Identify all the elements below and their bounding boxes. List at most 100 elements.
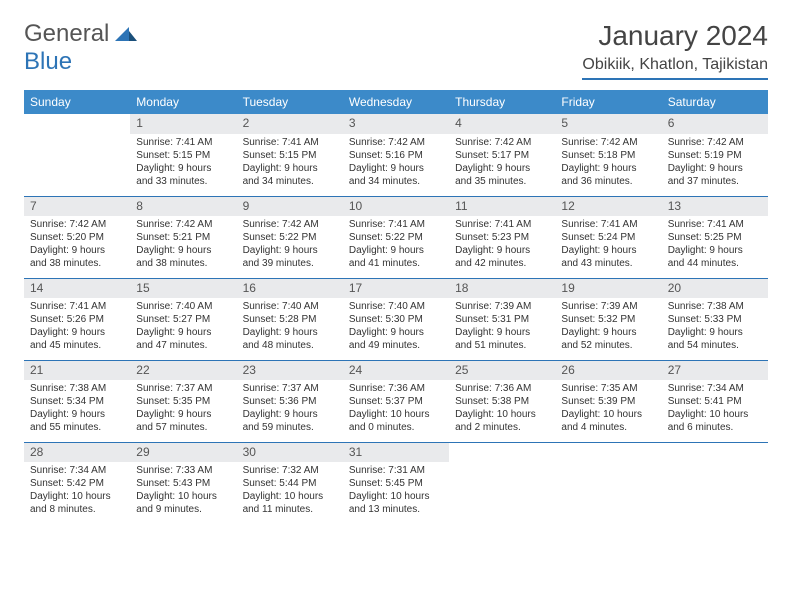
day-number: 9	[237, 197, 343, 217]
sunrise-line: Sunrise: 7:41 AM	[136, 136, 230, 149]
day-number: 25	[449, 361, 555, 381]
sunrise-line: Sunrise: 7:40 AM	[243, 300, 337, 313]
sunrise-line: Sunrise: 7:34 AM	[668, 382, 762, 395]
daylight-line: Daylight: 9 hours and 48 minutes.	[243, 326, 337, 352]
sunrise-line: Sunrise: 7:37 AM	[136, 382, 230, 395]
calendar-cell: 22Sunrise: 7:37 AMSunset: 5:35 PMDayligh…	[130, 360, 236, 442]
sunset-line: Sunset: 5:28 PM	[243, 313, 337, 326]
day-number: 11	[449, 197, 555, 217]
weekday-header: Tuesday	[237, 90, 343, 114]
sunset-line: Sunset: 5:38 PM	[455, 395, 549, 408]
day-number: 16	[237, 279, 343, 299]
calendar-cell	[662, 442, 768, 524]
calendar-cell: 7Sunrise: 7:42 AMSunset: 5:20 PMDaylight…	[24, 196, 130, 278]
calendar-cell: 4Sunrise: 7:42 AMSunset: 5:17 PMDaylight…	[449, 114, 555, 196]
daylight-line: Daylight: 9 hours and 45 minutes.	[30, 326, 124, 352]
sunset-line: Sunset: 5:30 PM	[349, 313, 443, 326]
day-number: 26	[555, 361, 661, 381]
day-number: 22	[130, 361, 236, 381]
day-details: Sunrise: 7:41 AMSunset: 5:15 PMDaylight:…	[237, 134, 343, 192]
daylight-line: Daylight: 9 hours and 51 minutes.	[455, 326, 549, 352]
daylight-line: Daylight: 9 hours and 43 minutes.	[561, 244, 655, 270]
calendar-cell: 11Sunrise: 7:41 AMSunset: 5:23 PMDayligh…	[449, 196, 555, 278]
day-number: 15	[130, 279, 236, 299]
weekday-header: Thursday	[449, 90, 555, 114]
brand-mark-icon	[115, 25, 137, 46]
day-number: 21	[24, 361, 130, 381]
day-details: Sunrise: 7:35 AMSunset: 5:39 PMDaylight:…	[555, 380, 661, 438]
sunset-line: Sunset: 5:45 PM	[349, 477, 443, 490]
day-number: 2	[237, 114, 343, 134]
sunset-line: Sunset: 5:15 PM	[136, 149, 230, 162]
calendar-cell: 9Sunrise: 7:42 AMSunset: 5:22 PMDaylight…	[237, 196, 343, 278]
sunset-line: Sunset: 5:18 PM	[561, 149, 655, 162]
weekday-header: Wednesday	[343, 90, 449, 114]
day-number: 3	[343, 114, 449, 134]
calendar-cell: 19Sunrise: 7:39 AMSunset: 5:32 PMDayligh…	[555, 278, 661, 360]
sunset-line: Sunset: 5:17 PM	[455, 149, 549, 162]
day-number: 1	[130, 114, 236, 134]
sunset-line: Sunset: 5:41 PM	[668, 395, 762, 408]
calendar-cell	[24, 114, 130, 196]
calendar-row: 21Sunrise: 7:38 AMSunset: 5:34 PMDayligh…	[24, 360, 768, 442]
weekday-header: Saturday	[662, 90, 768, 114]
day-details: Sunrise: 7:37 AMSunset: 5:35 PMDaylight:…	[130, 380, 236, 438]
calendar-cell: 26Sunrise: 7:35 AMSunset: 5:39 PMDayligh…	[555, 360, 661, 442]
daylight-line: Daylight: 9 hours and 54 minutes.	[668, 326, 762, 352]
day-details: Sunrise: 7:42 AMSunset: 5:20 PMDaylight:…	[24, 216, 130, 274]
sunset-line: Sunset: 5:37 PM	[349, 395, 443, 408]
calendar-cell: 17Sunrise: 7:40 AMSunset: 5:30 PMDayligh…	[343, 278, 449, 360]
sunrise-line: Sunrise: 7:42 AM	[243, 218, 337, 231]
daylight-line: Daylight: 9 hours and 41 minutes.	[349, 244, 443, 270]
header: General Blue January 2024 Obikiik, Khatl…	[24, 20, 768, 80]
day-details: Sunrise: 7:41 AMSunset: 5:15 PMDaylight:…	[130, 134, 236, 192]
daylight-line: Daylight: 9 hours and 33 minutes.	[136, 162, 230, 188]
day-details: Sunrise: 7:41 AMSunset: 5:22 PMDaylight:…	[343, 216, 449, 274]
sunset-line: Sunset: 5:33 PM	[668, 313, 762, 326]
day-number: 29	[130, 443, 236, 463]
day-number: 5	[555, 114, 661, 134]
calendar-cell: 3Sunrise: 7:42 AMSunset: 5:16 PMDaylight…	[343, 114, 449, 196]
daylight-line: Daylight: 9 hours and 35 minutes.	[455, 162, 549, 188]
calendar-row: 28Sunrise: 7:34 AMSunset: 5:42 PMDayligh…	[24, 442, 768, 524]
sunrise-line: Sunrise: 7:42 AM	[455, 136, 549, 149]
sunset-line: Sunset: 5:42 PM	[30, 477, 124, 490]
sunrise-line: Sunrise: 7:37 AM	[243, 382, 337, 395]
daylight-line: Daylight: 9 hours and 47 minutes.	[136, 326, 230, 352]
day-details: Sunrise: 7:41 AMSunset: 5:24 PMDaylight:…	[555, 216, 661, 274]
sunset-line: Sunset: 5:43 PM	[136, 477, 230, 490]
daylight-line: Daylight: 10 hours and 4 minutes.	[561, 408, 655, 434]
day-number: 27	[662, 361, 768, 381]
daylight-line: Daylight: 10 hours and 6 minutes.	[668, 408, 762, 434]
sunrise-line: Sunrise: 7:36 AM	[455, 382, 549, 395]
sunset-line: Sunset: 5:20 PM	[30, 231, 124, 244]
sunrise-line: Sunrise: 7:42 AM	[668, 136, 762, 149]
calendar-cell: 31Sunrise: 7:31 AMSunset: 5:45 PMDayligh…	[343, 442, 449, 524]
calendar-cell: 18Sunrise: 7:39 AMSunset: 5:31 PMDayligh…	[449, 278, 555, 360]
daylight-line: Daylight: 9 hours and 39 minutes.	[243, 244, 337, 270]
day-number: 7	[24, 197, 130, 217]
daylight-line: Daylight: 10 hours and 0 minutes.	[349, 408, 443, 434]
sunset-line: Sunset: 5:19 PM	[668, 149, 762, 162]
location: Obikiik, Khatlon, Tajikistan	[582, 56, 768, 80]
sunset-line: Sunset: 5:27 PM	[136, 313, 230, 326]
calendar-cell: 10Sunrise: 7:41 AMSunset: 5:22 PMDayligh…	[343, 196, 449, 278]
daylight-line: Daylight: 10 hours and 8 minutes.	[30, 490, 124, 516]
day-details: Sunrise: 7:31 AMSunset: 5:45 PMDaylight:…	[343, 462, 449, 520]
calendar-row: 7Sunrise: 7:42 AMSunset: 5:20 PMDaylight…	[24, 196, 768, 278]
calendar-cell: 6Sunrise: 7:42 AMSunset: 5:19 PMDaylight…	[662, 114, 768, 196]
day-number: 14	[24, 279, 130, 299]
calendar-cell: 2Sunrise: 7:41 AMSunset: 5:15 PMDaylight…	[237, 114, 343, 196]
day-details: Sunrise: 7:42 AMSunset: 5:19 PMDaylight:…	[662, 134, 768, 192]
sunrise-line: Sunrise: 7:41 AM	[349, 218, 443, 231]
day-number: 20	[662, 279, 768, 299]
sunrise-line: Sunrise: 7:42 AM	[136, 218, 230, 231]
calendar-cell: 30Sunrise: 7:32 AMSunset: 5:44 PMDayligh…	[237, 442, 343, 524]
day-details: Sunrise: 7:42 AMSunset: 5:18 PMDaylight:…	[555, 134, 661, 192]
day-number: 13	[662, 197, 768, 217]
sunrise-line: Sunrise: 7:41 AM	[455, 218, 549, 231]
day-details: Sunrise: 7:33 AMSunset: 5:43 PMDaylight:…	[130, 462, 236, 520]
day-details: Sunrise: 7:41 AMSunset: 5:23 PMDaylight:…	[449, 216, 555, 274]
calendar-cell: 25Sunrise: 7:36 AMSunset: 5:38 PMDayligh…	[449, 360, 555, 442]
weekday-header: Friday	[555, 90, 661, 114]
